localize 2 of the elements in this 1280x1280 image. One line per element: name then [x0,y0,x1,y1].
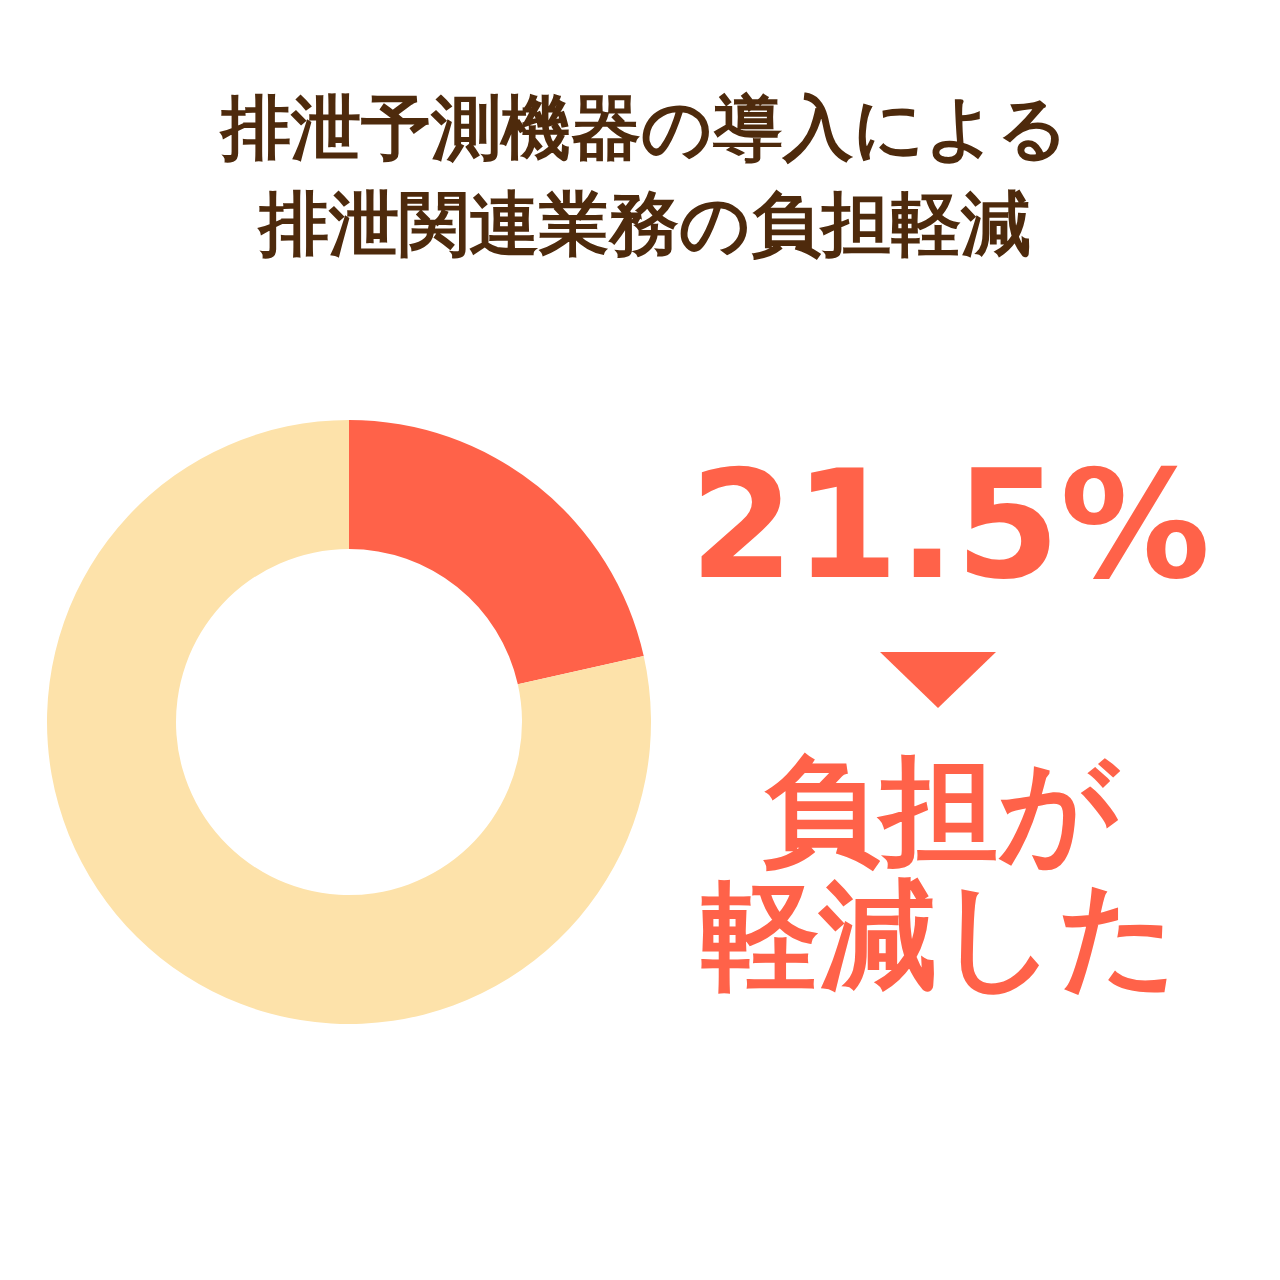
chart-title: 排泄予測機器の導入による排泄関連業務の負担軽減 [218,86,1070,267]
data-label: 21.5% [688,438,1212,612]
